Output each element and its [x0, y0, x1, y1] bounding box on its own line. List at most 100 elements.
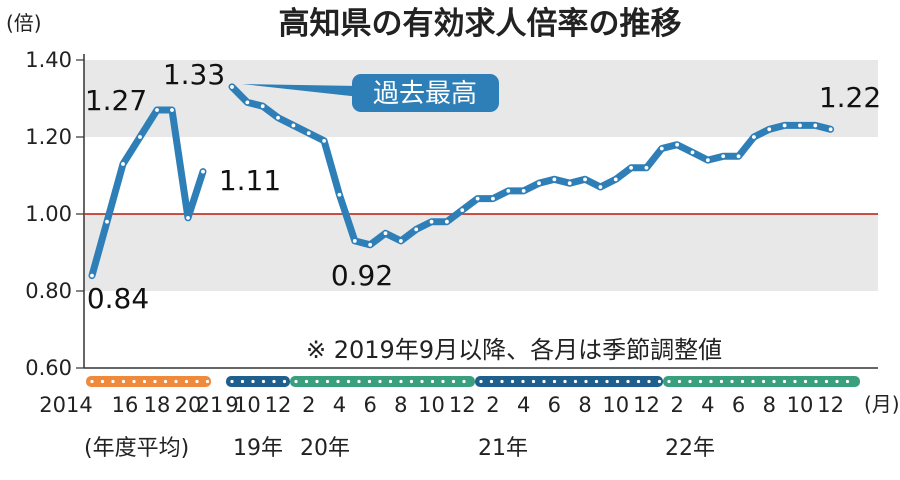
y-tick-label: 1.20 — [25, 125, 72, 149]
timeline-2021-dot — [552, 379, 557, 384]
timeline-2022 — [663, 376, 860, 387]
monthly-series-line-point — [460, 208, 465, 213]
x-tick-label-month: 10 — [418, 393, 445, 417]
timeline-2022-dot — [803, 379, 808, 384]
annual-series-line-point — [201, 169, 205, 174]
timeline-2019-bar — [226, 376, 290, 387]
monthly-series-line-point — [782, 123, 787, 128]
monthly-series-line-point — [491, 196, 495, 201]
timeline-annual-dot — [142, 379, 147, 384]
monthly-series-line-point — [322, 138, 326, 143]
grid-bands — [84, 60, 878, 291]
monthly-series-line-point — [230, 85, 234, 89]
timeline-2021-dot — [605, 379, 609, 384]
data-label-record-high: 1.33 — [163, 58, 225, 91]
timeline-annual-dot — [195, 379, 199, 384]
timeline-2022-dot — [667, 379, 671, 384]
timeline-2020-dot — [294, 379, 298, 384]
timeline-2020-dot — [378, 379, 382, 384]
monthly-series-line-point — [245, 100, 250, 105]
timeline-2020-dot — [346, 379, 351, 384]
monthly-series-line-point — [813, 123, 818, 128]
timeline-2021-dot — [531, 379, 536, 384]
timeline-2021-dot — [594, 379, 599, 384]
monthly-series-line-point — [475, 196, 480, 201]
x-tick-label-month: 8 — [578, 393, 591, 417]
monthly-series-line-point — [767, 127, 772, 132]
monthly-series-line-point — [567, 181, 572, 186]
x-tick-label-month: 6 — [732, 393, 745, 417]
data-label-annual-start: 0.84 — [87, 282, 149, 315]
timeline-2019-dot — [240, 379, 245, 384]
y-tick-label: 0.80 — [25, 279, 72, 303]
annual-series-line-point — [121, 162, 125, 166]
timeline-2022-dot — [709, 379, 713, 384]
timeline-2019-dot — [282, 379, 287, 384]
chart-title: 高知県の有効求人倍率の推移 — [279, 6, 682, 42]
timeline-2022-dot — [751, 379, 755, 384]
timeline-annual-dot — [163, 379, 168, 384]
annual-caption: (年度平均) — [84, 436, 189, 461]
x-tick-label-month: 2 — [486, 393, 499, 417]
timeline-2022-dot — [677, 379, 682, 384]
monthly-series-line-point — [629, 165, 633, 170]
timeline-2022-dot — [835, 379, 839, 384]
monthly-series-line-point — [429, 219, 434, 224]
monthly-series-line-point — [276, 115, 280, 120]
annual-series-line — [88, 106, 207, 280]
timeline-2020-dot — [357, 379, 361, 384]
timeline-2021-dot — [510, 379, 515, 384]
x-tick-label-month: 12 — [265, 393, 292, 417]
x-tick-label-annual: 18 — [144, 393, 171, 417]
timeline-2020 — [290, 376, 475, 387]
timeline-2020-dot — [409, 379, 414, 384]
monthly-series-line — [228, 83, 835, 249]
x-tick-label-month: 6 — [548, 393, 561, 417]
x-tick-label-month: 12 — [817, 393, 844, 417]
timeline-2021-dot — [563, 379, 567, 384]
monthly-series-line-point — [828, 127, 833, 132]
monthly-series-line-point — [291, 123, 296, 128]
timeline-2021-dot — [626, 379, 630, 384]
timeline-2020-dot — [441, 379, 445, 384]
x-unit-label: (月) — [864, 392, 900, 416]
timeline-2020-dot — [420, 379, 424, 384]
annual-series-line-point — [170, 108, 174, 112]
timeline-2022-dot — [814, 379, 818, 384]
x-tick-label-month: 12 — [449, 393, 476, 417]
timeline-2022-dot — [793, 379, 797, 384]
y-tick-label: 0.60 — [25, 356, 72, 380]
monthly-series-line-point — [675, 142, 680, 147]
timeline-2020-dot — [315, 379, 319, 384]
timeline-2022-dot — [772, 379, 776, 384]
monthly-series-line-point — [537, 181, 541, 186]
timeline-2022-bar — [663, 376, 860, 387]
monthly-series-line-point — [552, 177, 557, 182]
timeline-2020-bar — [290, 376, 475, 387]
x-tick-label-month: 12 — [633, 393, 660, 417]
timeline-annual-dot — [100, 379, 105, 384]
timeline-annual-dot — [111, 379, 115, 384]
monthly-series-line-point — [736, 154, 741, 159]
x-tick-label-annual: 16 — [112, 393, 139, 417]
timeline-annual-dot — [90, 379, 94, 384]
annual-series-line-point — [186, 215, 190, 220]
y-unit-label: (倍) — [6, 11, 42, 35]
timeline-2021-dot — [647, 379, 651, 384]
monthly-series-line-point — [659, 146, 664, 151]
data-label-annual-latest: 1.11 — [219, 164, 281, 197]
monthly-series-line-point — [798, 123, 802, 128]
timeline-2020-dot — [399, 379, 403, 384]
monthly-series-line-point — [337, 192, 342, 197]
timeline-annual-dot — [153, 379, 157, 384]
timeline-2022-dot — [845, 379, 850, 384]
x-tick-label-month: 4 — [333, 393, 346, 417]
timeline-2022-dot — [782, 379, 787, 384]
grid-band — [84, 214, 878, 291]
monthly-series-line-point — [352, 239, 357, 243]
timeline-2021-dot — [584, 379, 588, 384]
monthly-series-line-point — [445, 219, 449, 224]
timeline-2020-dot — [325, 379, 330, 384]
timeline-2021-dot — [636, 379, 641, 384]
x-tick-label-month: 10 — [787, 393, 814, 417]
